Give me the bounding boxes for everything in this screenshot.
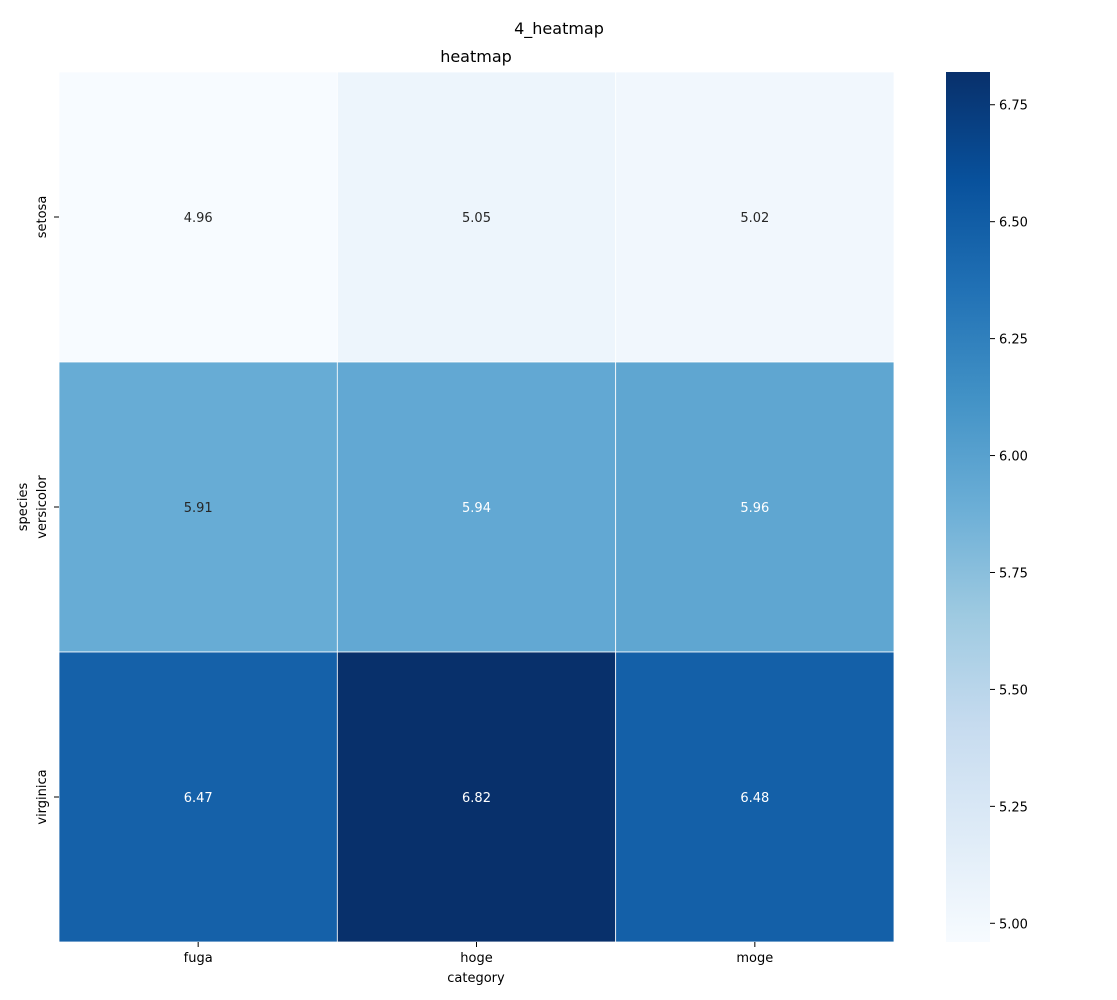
colorbar: 5.00 5.25 5.50 5.75 6.00 6.25 6.50 6.75 xyxy=(946,72,1028,942)
heatmap-cell xyxy=(58,651,338,943)
colorbar-tick-label: 6.50 xyxy=(999,216,1028,231)
heatmap-cell xyxy=(336,651,617,943)
chart-title: heatmap xyxy=(440,47,512,66)
y-axis-label: species xyxy=(16,483,31,532)
y-tick-label: setosa xyxy=(35,196,50,239)
heatmap-cells: 4.96 5.05 5.02 5.91 5.94 5.96 6.47 6.82 6.48 xyxy=(58,71,895,943)
cell-value-label: 5.96 xyxy=(740,501,769,516)
colorbar-tick-label: 5.00 xyxy=(999,917,1028,932)
heatmap-cell xyxy=(615,71,895,363)
colorbar-tick-label: 6.75 xyxy=(999,99,1028,114)
cell-value-label: 6.48 xyxy=(740,791,769,806)
x-tick-label: moge xyxy=(736,951,773,966)
cell-value-label: 5.02 xyxy=(740,211,769,226)
cell-value-label: 5.05 xyxy=(462,211,491,226)
cell-value-label: 4.96 xyxy=(184,211,213,226)
y-tick-label: versicolor xyxy=(35,475,50,539)
figure-suptitle: 4_heatmap xyxy=(514,19,604,39)
colorbar-gradient xyxy=(946,72,990,942)
cell-value-label: 6.82 xyxy=(462,791,491,806)
x-axis-label: category xyxy=(447,971,505,986)
x-axis-ticks: fuga hoge moge xyxy=(184,942,773,966)
cell-value-label: 5.91 xyxy=(184,501,213,516)
heatmap-cell xyxy=(336,71,617,363)
heatmap-cell xyxy=(615,361,895,653)
heatmap-cell xyxy=(58,71,338,363)
heatmap-cell xyxy=(58,361,338,653)
colorbar-tick-label: 6.00 xyxy=(999,450,1028,465)
cell-value-label: 6.47 xyxy=(184,791,213,806)
x-tick-label: fuga xyxy=(184,951,213,966)
x-tick-label: hoge xyxy=(460,951,492,966)
heatmap-cell xyxy=(336,361,617,653)
colorbar-tick-label: 5.25 xyxy=(999,800,1028,815)
colorbar-tick-label: 6.25 xyxy=(999,333,1028,348)
y-axis-ticks: setosa versicolor virginica xyxy=(35,196,59,825)
colorbar-tick-label: 5.75 xyxy=(999,566,1028,581)
colorbar-tick-label: 5.50 xyxy=(999,683,1028,698)
y-tick-label: virginica xyxy=(35,769,50,824)
cell-value-label: 5.94 xyxy=(462,501,491,516)
